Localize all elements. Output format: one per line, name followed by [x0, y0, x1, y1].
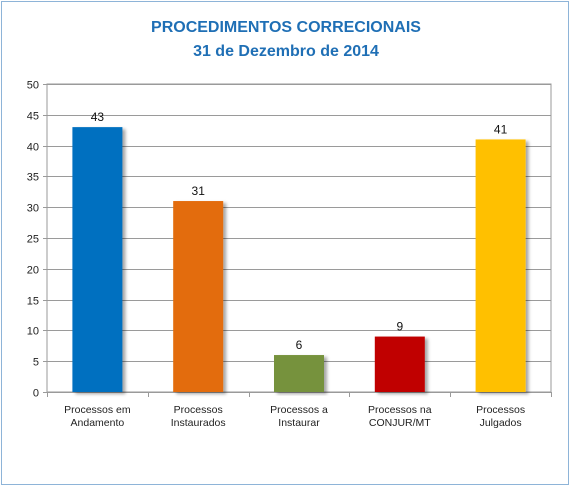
labels: 0 5 10 15 20 25 30 35 40 45 50 43 Processos emAndame…	[27, 80, 525, 430]
bar	[274, 355, 324, 392]
data-label: 31	[192, 184, 206, 198]
x-category-label: Julgados	[480, 417, 522, 429]
data-label: 6	[296, 338, 303, 352]
x-category-label: Processos	[174, 404, 223, 416]
bar	[475, 139, 526, 392]
bar	[173, 201, 224, 392]
x-category-label: Processos	[476, 404, 525, 416]
chart-subtitle: 31 de Dezembro de 2014	[193, 43, 379, 60]
y-tick-label: 10	[27, 326, 39, 338]
data-label: 41	[494, 122, 508, 136]
data-label: 43	[91, 110, 105, 124]
x-category-label: Instaurar	[278, 417, 320, 429]
y-tick-label: 20	[27, 265, 39, 277]
y-tick-label: 40	[27, 142, 39, 154]
y-tick-label: 30	[27, 203, 39, 215]
y-tick-label: 15	[27, 296, 39, 308]
x-category-label: Processos em	[64, 404, 131, 416]
y-tick-label: 35	[27, 172, 39, 184]
data-label: 9	[396, 320, 403, 334]
x-category-label: Processos a	[270, 404, 328, 416]
y-tick-label: 5	[33, 357, 39, 369]
x-category-label: Andamento	[71, 417, 125, 429]
y-tick-label: 50	[27, 80, 39, 92]
bars	[72, 127, 526, 393]
y-tick-label: 25	[27, 234, 39, 246]
x-category-label: Processos na	[368, 404, 432, 416]
y-tick-label: 0	[33, 388, 39, 400]
x-category-label: Instaurados	[171, 417, 226, 429]
bar	[374, 336, 425, 392]
x-category-label: CONJUR/MT	[369, 417, 431, 429]
gridlines	[43, 83, 552, 397]
bar	[72, 127, 123, 393]
y-tick-label: 45	[27, 111, 39, 123]
chart-title: PROCEDIMENTOS CORRECIONAIS	[151, 19, 421, 36]
